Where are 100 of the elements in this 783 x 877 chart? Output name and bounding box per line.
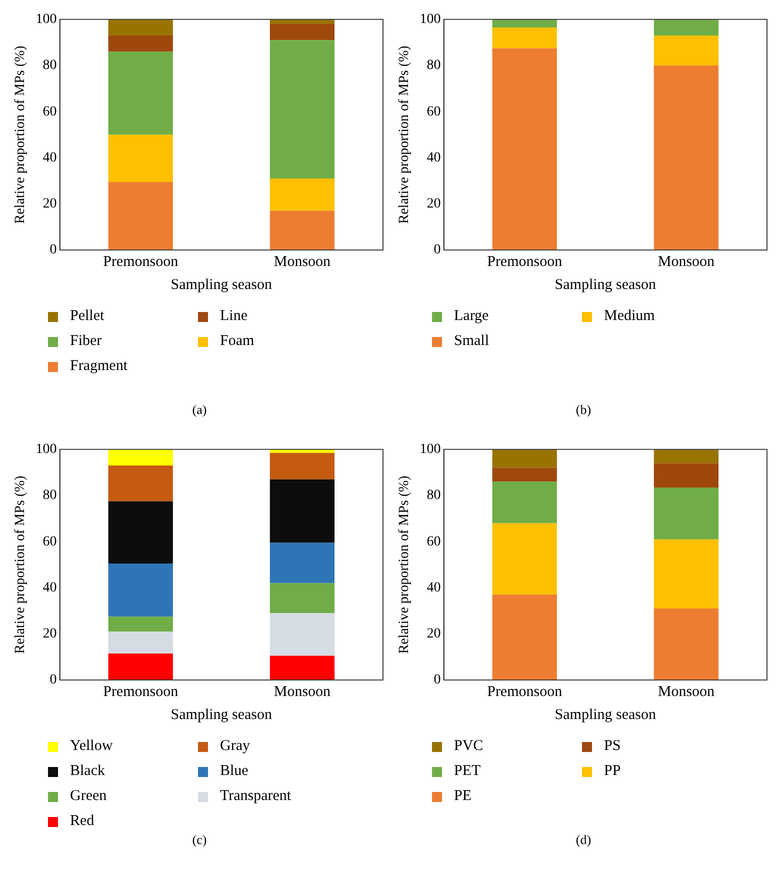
legend-label: Fiber	[70, 333, 102, 350]
bar	[270, 210, 335, 250]
y-tick-label: 0	[434, 242, 441, 258]
bar	[108, 449, 173, 466]
text: (a)	[191, 402, 208, 418]
bar	[492, 27, 557, 48]
x-tick-label: Monsoon	[658, 684, 716, 700]
legend-label: PVC	[454, 738, 484, 755]
y-axis-title: Relative proportion of MPs (%)	[397, 45, 412, 224]
bar	[270, 583, 335, 614]
y-tick-label: 20	[426, 196, 441, 212]
bar	[492, 48, 557, 250]
y-tick-label: 80	[42, 58, 57, 74]
y-tick-label: 0	[50, 242, 57, 258]
y-tick-label: 40	[42, 150, 57, 166]
y-tick-label: 40	[426, 150, 441, 166]
bar	[270, 542, 335, 584]
y-tick-label: 40	[42, 580, 57, 596]
x-tick-label: Premonsoon	[103, 254, 179, 270]
y-tick-label: 80	[426, 58, 441, 74]
bar	[492, 449, 557, 468]
y-tick-label: 100	[36, 12, 57, 28]
legend-label: Medium	[604, 308, 655, 325]
text: (c)	[191, 832, 208, 848]
legend-label: PP	[604, 763, 621, 780]
x-tick-label: Monsoon	[274, 684, 332, 700]
bar	[654, 539, 719, 609]
text: (b)	[574, 402, 592, 418]
x-tick-label: Monsoon	[274, 254, 332, 270]
bar	[492, 594, 557, 680]
legend-label: Black	[70, 763, 105, 780]
legend-label: Transparent	[220, 788, 292, 805]
y-tick-label: 100	[420, 442, 441, 458]
y-tick-label: 0	[434, 672, 441, 688]
legend-label: Gray	[220, 738, 250, 755]
x-tick-label: Monsoon	[658, 254, 716, 270]
legend-label: Red	[70, 813, 94, 830]
bar	[108, 616, 173, 632]
bar	[654, 449, 719, 464]
bar	[492, 482, 557, 524]
x-tick-label: Premonsoon	[487, 254, 563, 270]
legend-label: Green	[70, 788, 107, 805]
bar	[108, 134, 173, 182]
legend-label: Small	[454, 333, 490, 350]
y-axis-title: Relative proportion of MPs (%)	[13, 45, 28, 224]
x-axis-title: Sampling season	[170, 706, 273, 723]
y-tick-label: 60	[426, 104, 441, 120]
y-tick-label: 60	[42, 534, 57, 550]
x-axis-title: Sampling season	[170, 276, 273, 293]
bar	[108, 19, 173, 36]
y-tick-label: 20	[426, 626, 441, 642]
y-axis-title: Relative proportion of MPs (%)	[13, 475, 28, 654]
x-axis-title: Sampling season	[554, 706, 657, 723]
bar	[270, 613, 335, 656]
bar	[654, 487, 719, 540]
bar	[270, 40, 335, 179]
legend-label: Foam	[220, 333, 254, 350]
bar	[492, 468, 557, 482]
y-tick-label: 80	[42, 488, 57, 504]
bar	[108, 501, 173, 564]
y-tick-label: 0	[50, 672, 57, 688]
legend-label: Line	[220, 308, 248, 325]
bar	[654, 608, 719, 680]
bar	[108, 632, 173, 654]
x-tick-label: Premonsoon	[103, 684, 179, 700]
bar	[654, 19, 719, 36]
x-tick-label: Premonsoon	[487, 684, 563, 700]
y-tick-label: 20	[42, 626, 57, 642]
x-axis-title: Sampling season	[554, 276, 657, 293]
bar	[108, 564, 173, 617]
bar	[108, 182, 173, 250]
y-tick-label: 100	[420, 12, 441, 28]
bar	[270, 452, 335, 480]
bar	[654, 66, 719, 250]
legend-label: Pellet	[70, 308, 104, 325]
y-tick-label: 60	[426, 534, 441, 550]
text: (d)	[574, 832, 592, 848]
y-tick-label: 40	[426, 580, 441, 596]
legend-label: PE	[454, 788, 472, 805]
legend-label: PET	[454, 763, 481, 780]
legend-label: Large	[454, 308, 489, 325]
legend-label: Yellow	[70, 738, 113, 755]
bar	[654, 36, 719, 66]
bar	[654, 463, 719, 488]
y-axis-title: Relative proportion of MPs (%)	[397, 475, 412, 654]
bar	[492, 523, 557, 595]
y-tick-label: 60	[42, 104, 57, 120]
bar	[108, 466, 173, 502]
legend-label: Fragment	[70, 358, 128, 375]
bar	[270, 656, 335, 680]
bar	[270, 479, 335, 543]
bar	[270, 24, 335, 40]
y-tick-label: 80	[426, 488, 441, 504]
bar	[492, 19, 557, 28]
bar	[108, 653, 173, 680]
bar	[108, 36, 173, 52]
y-tick-label: 20	[42, 196, 57, 212]
y-tick-label: 100	[36, 442, 57, 458]
bar	[270, 178, 335, 211]
legend-label: PS	[604, 738, 621, 755]
